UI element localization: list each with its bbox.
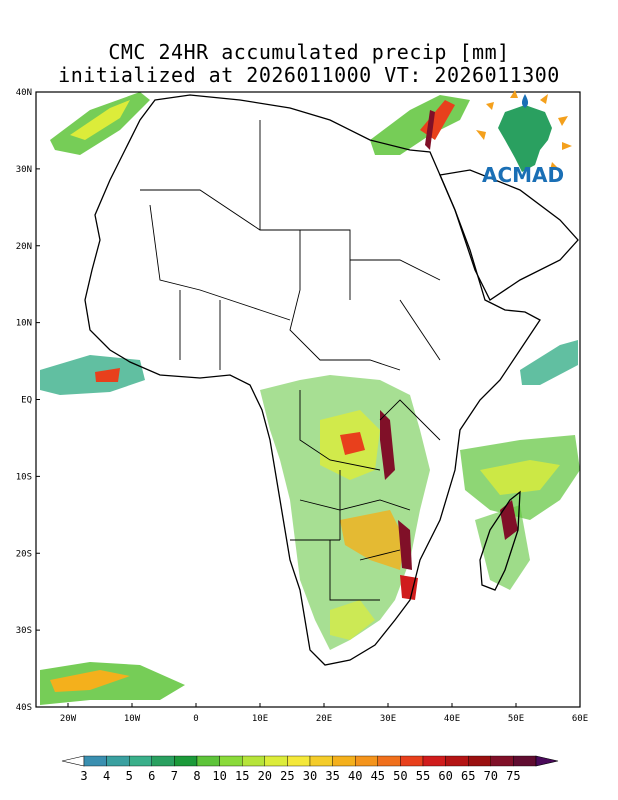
lat-label: 10N [16, 319, 32, 329]
colorbar-swatch [83, 755, 107, 767]
lon-label: 20E [316, 714, 332, 724]
lon-label: 50E [508, 714, 524, 724]
colorbar-swatch [400, 755, 424, 767]
map-title-line2: initialized at 2026011000 VT: 2026011300 [58, 63, 560, 87]
colorbar-label: 75 [506, 769, 520, 783]
lat-label: 30N [16, 165, 32, 175]
lon-label: 60E [572, 714, 588, 724]
colorbar-swatch [332, 755, 356, 767]
colorbar-swatch [196, 755, 220, 767]
lat-label: 20S [16, 549, 32, 559]
lat-label: 40N [16, 88, 32, 98]
colorbar-label: 60 [438, 769, 452, 783]
colorbar-label: 30 [303, 769, 317, 783]
country-borders [140, 120, 441, 601]
colorbar-label: 45 [371, 769, 385, 783]
colorbar-label: 10 [212, 769, 226, 783]
latitude-labels: 40N 30N 20N 10N EQ 10S 20S 30S 40S [16, 88, 40, 713]
lat-label: 40S [16, 703, 32, 713]
lon-label: 10W [124, 714, 141, 724]
africa-logo-icon [498, 105, 552, 172]
lat-label: 30S [16, 626, 32, 636]
colorbar-label: 40 [348, 769, 362, 783]
colorbar-label: 15 [235, 769, 249, 783]
lon-label: 30E [380, 714, 396, 724]
colorbar-label: 6 [148, 769, 155, 783]
lon-label: 20W [60, 714, 77, 724]
colorbar-label: 65 [461, 769, 475, 783]
lat-label: 10S [16, 472, 32, 482]
colorbar-label: 20 [258, 769, 272, 783]
colorbar-label: 25 [280, 769, 294, 783]
colorbar: 3 4 5 6 7 8 10 15 20 25 30 35 40 45 50 55 60 65 70 75 [61, 755, 559, 783]
colorbar-label: 3 [80, 769, 87, 783]
colorbar-label: 35 [325, 769, 339, 783]
map-title-line1: CMC 24HR accumulated precip [mm] [108, 40, 510, 64]
colorbar-swatch [490, 755, 514, 767]
colorbar-swatch [128, 755, 152, 767]
colorbar-swatch [355, 755, 379, 767]
colorbar-swatch [241, 755, 265, 767]
colorbar-swatch [445, 755, 469, 767]
colorbar-low-arrow [61, 755, 85, 767]
lon-label: 0 [193, 714, 198, 724]
colorbar-label: 4 [103, 769, 110, 783]
precip-field [40, 92, 580, 705]
colorbar-swatch [513, 755, 537, 767]
lon-label: 10E [252, 714, 268, 724]
water-drop-icon [521, 94, 529, 108]
colorbar-label: 70 [484, 769, 498, 783]
colorbar-swatch [151, 755, 175, 767]
colorbar-swatch [309, 755, 333, 767]
colorbar-swatch [174, 755, 198, 767]
colorbar-label: 8 [193, 769, 200, 783]
colorbar-label: 50 [393, 769, 407, 783]
lon-label: 40E [444, 714, 460, 724]
colorbar-swatch [422, 755, 446, 767]
lat-label: EQ [21, 396, 32, 406]
colorbar-label: 55 [416, 769, 430, 783]
colorbar-swatch [287, 755, 311, 767]
colorbar-label: 5 [126, 769, 133, 783]
colorbar-swatch [106, 755, 130, 767]
acmad-logo: ACMAD [476, 90, 572, 187]
coastline [84, 94, 579, 666]
lat-label: 20N [16, 242, 32, 252]
longitude-labels: 20W 10W 0 10E 20E 30E 40E 50E 60E [60, 703, 588, 724]
colorbar-label: 7 [171, 769, 178, 783]
colorbar-swatch [219, 755, 243, 767]
acmad-logo-text: ACMAD [482, 163, 564, 187]
colorbar-swatch [377, 755, 401, 767]
colorbar-swatch [264, 755, 288, 767]
colorbar-swatch [468, 755, 492, 767]
colorbar-high-arrow [535, 755, 559, 767]
